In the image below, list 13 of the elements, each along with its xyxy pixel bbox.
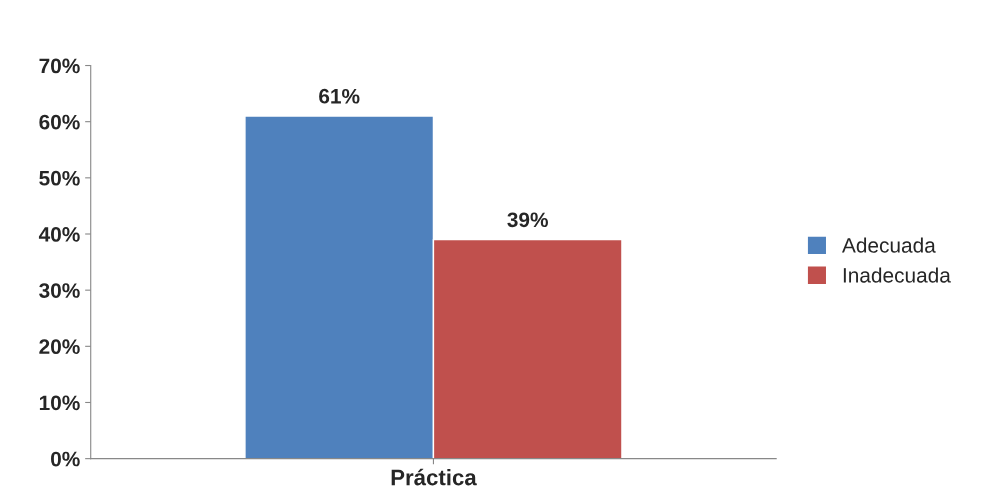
y-tick-label: 0% <box>51 451 80 467</box>
legend-label: Adecuada <box>841 237 936 253</box>
legend-label: Inadecuada <box>843 267 951 283</box>
data-label: 61% <box>319 88 360 104</box>
x-tick-label: Práctica <box>391 468 477 486</box>
y-tick-label: 20% <box>39 339 80 355</box>
y-tick-label: 40% <box>38 227 80 242</box>
data-label: 39% <box>507 212 548 228</box>
y-tick-label: 60% <box>39 114 80 130</box>
y-tick-label: 50% <box>39 170 80 186</box>
y-tick-label: 70% <box>39 58 80 74</box>
y-tick-label: 30% <box>39 283 80 298</box>
y-tick-label: 10% <box>39 395 80 411</box>
